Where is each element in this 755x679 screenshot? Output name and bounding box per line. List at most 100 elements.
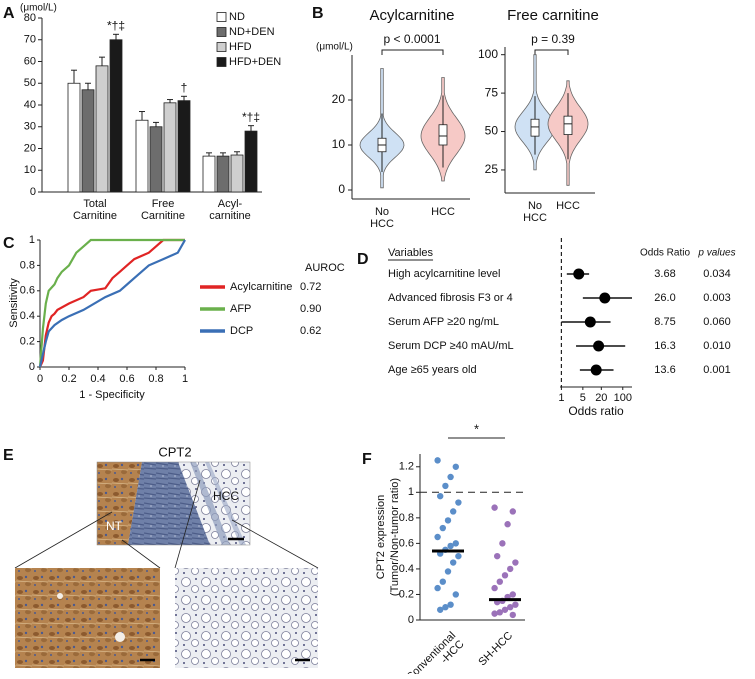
y-tick-label: 20 [24,142,36,154]
roc-line [38,238,185,368]
y-tick-label: 60 [24,55,36,67]
data-point [504,521,511,528]
y-tick-label: 80 [24,12,36,24]
x-tick-label: SH-HCC [476,630,515,669]
column-header: Variables [388,247,434,259]
odds-ratio-point [599,292,611,304]
x-tick-label: HCC [370,218,394,230]
row-label: Advanced fibrosis F3 or 4 [388,292,513,304]
x-tick-label: 0.6 [119,373,134,385]
nt-image [15,568,160,668]
p-value: p = 0.39 [531,32,575,46]
x-tick-label: Acyl- [218,198,243,210]
p-value: 0.060 [703,316,731,328]
y-tick-label: 70 [24,34,36,46]
x-tick-label: Total [83,198,106,210]
legend-swatch [216,12,227,22]
row-label: Serum DCP ≥40 mAU/mL [388,340,514,352]
legend-label: HFD+DEN [229,56,281,68]
panel-letter: C [3,235,15,252]
p-value: 0.010 [703,340,731,352]
odds-ratio-value: 16.3 [654,340,675,352]
y-tick-label: 1.2 [399,461,414,473]
overview-image [97,462,250,545]
data-point [512,559,519,566]
odds-ratio-value: 13.6 [654,364,675,376]
data-point [501,606,509,613]
y-axis-label: (μmol/L) [20,3,57,14]
x-tick-label: carnitine [209,210,251,222]
bar [230,154,244,193]
image-label: NT [106,519,123,533]
image-title: CPT2 [158,444,191,459]
y-tick-label: 40 [24,99,36,111]
data-point [496,578,503,585]
y-tick-label: 75 [485,85,499,99]
box [438,124,448,146]
p-value: 0.001 [703,364,731,376]
image-detail [57,593,63,599]
bar [135,119,149,193]
panel-letter: A [3,5,15,22]
odds-ratio-point [584,316,596,328]
x-tick-label: 0.2 [61,373,76,385]
x-tick-label: HCC [431,206,455,218]
bar [163,102,177,193]
data-point [499,540,506,547]
data-point [509,591,516,598]
y-axis-label: CPT2 expression [375,495,387,579]
roc-line [38,239,186,368]
legend-swatch [216,57,227,67]
x-tick-label: 1 [182,373,188,385]
panel-letter: E [3,447,14,464]
data-point [434,584,441,592]
y-tick-label: 0 [408,614,414,626]
y-tick-label: 0 [338,182,345,196]
roc-line [38,238,185,368]
data-point [507,565,514,573]
bar [177,100,191,193]
legend-swatch [216,42,227,52]
y-tick-label: 0.6 [399,537,414,549]
y-tick-label: 0 [30,186,36,198]
x-tick-label: Free [152,198,175,210]
x-tick-label: HCC [523,212,547,224]
x-tick-label: Carnitine [73,210,117,222]
panel-letter: D [357,251,369,268]
data-point [501,572,509,579]
x-tick-label: HCC [556,200,580,212]
bar [149,126,163,193]
legend-label: AFP [230,303,251,315]
data-point [455,552,462,560]
row-label: Serum AFP ≥20 ng/mL [388,316,499,328]
box [563,115,573,136]
row-label: High acylcarnitine level [388,268,501,280]
p-value: p < 0.0001 [383,32,440,46]
p-value: 0.003 [703,292,731,304]
data-point [447,601,454,608]
chart-title: Acylcarnitine [369,7,454,24]
micrograph-panel: E CPT2 HCC NT [3,444,319,668]
data-point [447,542,454,550]
data-point [444,568,452,575]
data-point [437,606,444,613]
bar [109,39,123,193]
odds-ratio-value: 8.75 [654,316,675,328]
y-tick-label: 50 [24,77,36,89]
auroc-value: 0.90 [300,303,321,315]
odds-ratio-point [590,364,602,376]
y-tick-label: 30 [24,121,36,133]
x-tick-label: No [375,206,389,218]
x-axis-label: Odds ratio [568,404,624,418]
panel-letter: F [362,451,372,468]
bar [81,89,95,193]
y-tick-label: 0.6 [20,285,35,297]
auroc-value: 0.62 [300,325,321,337]
y-tick-label: 25 [485,162,499,176]
y-tick-label: 0 [29,361,35,373]
data-point [442,604,449,611]
x-tick-label: 100 [614,392,632,404]
data-point [491,584,498,592]
data-point [491,504,498,511]
